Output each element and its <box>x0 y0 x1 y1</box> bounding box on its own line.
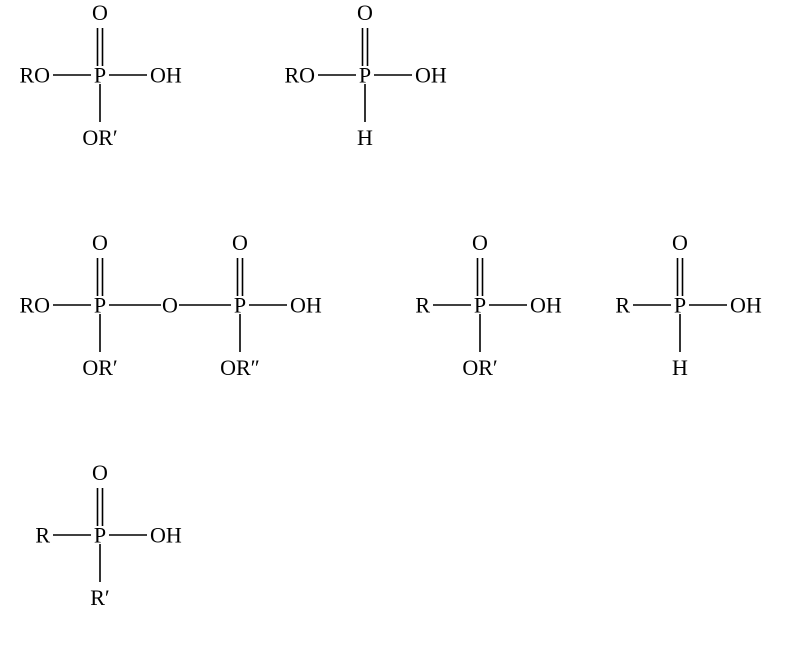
s3b-up-label: O <box>232 230 248 255</box>
s2-P: P <box>359 63 371 88</box>
s4-right-label: OH <box>530 293 562 318</box>
s3b-down-label: OR″ <box>220 355 260 380</box>
s1-down-label: OR′ <box>82 125 117 150</box>
s5-up-label: O <box>672 230 688 255</box>
s5-right-label: OH <box>730 293 762 318</box>
s3b-bridge-O: O <box>162 293 178 318</box>
s1-left-label: RO <box>19 63 50 88</box>
s6-down-label: R′ <box>90 585 110 610</box>
s6-P: P <box>94 523 106 548</box>
chemical-structures-diagram: POROOHOR′POROOHHPOROOR′POOHOR″OPOROHOR′P… <box>0 0 804 648</box>
s3a-up-label: O <box>92 230 108 255</box>
s5-left-label: R <box>615 293 630 318</box>
s2-up-label: O <box>357 0 373 25</box>
s1-up-label: O <box>92 0 108 25</box>
s4-up-label: O <box>472 230 488 255</box>
s3a-left-label: RO <box>19 293 50 318</box>
s1-P: P <box>94 63 106 88</box>
s6-left-label: R <box>35 523 50 548</box>
s5-down-label: H <box>672 355 688 380</box>
s4-left-label: R <box>415 293 430 318</box>
s4-P: P <box>474 293 486 318</box>
s3b-right-label: OH <box>290 293 322 318</box>
s3b-P: P <box>234 293 246 318</box>
s2-down-label: H <box>357 125 373 150</box>
s6-right-label: OH <box>150 523 182 548</box>
s6-up-label: O <box>92 460 108 485</box>
s1-right-label: OH <box>150 63 182 88</box>
s3a-down-label: OR′ <box>82 355 117 380</box>
s4-down-label: OR′ <box>462 355 497 380</box>
s5-P: P <box>674 293 686 318</box>
s2-left-label: RO <box>284 63 315 88</box>
s2-right-label: OH <box>415 63 447 88</box>
s3a-P: P <box>94 293 106 318</box>
